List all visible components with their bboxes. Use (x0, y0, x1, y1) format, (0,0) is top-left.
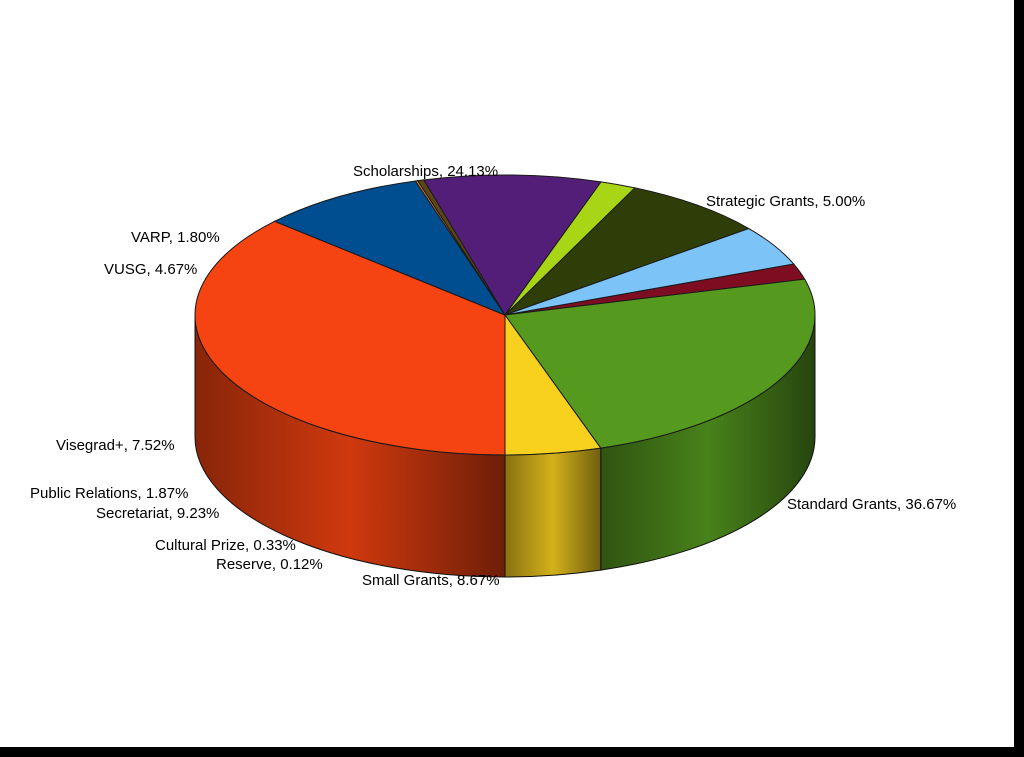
slice-label-varp: VARP, 1.80% (131, 229, 220, 246)
slice-label-strategic-grants: Strategic Grants, 5.00% (706, 193, 865, 210)
slice-label-visegrad-: Visegrad+, 7.52% (56, 437, 175, 454)
bottom-frame-edge (0, 747, 1024, 757)
slice-label-public-relations: Public Relations, 1.87% (30, 485, 188, 502)
slice-secretariat (423, 174, 602, 316)
slice-strategic-grants (504, 313, 602, 456)
slice-label-reserve: Reserve, 0.12% (216, 556, 323, 573)
slice-label-vusg: VUSG, 4.67% (104, 261, 197, 278)
slice-scholarships (504, 278, 816, 449)
slice-small-grants (273, 180, 507, 317)
slice-visegrad- (504, 187, 750, 316)
slice-label-scholarships: Scholarships, 24.13% (353, 163, 498, 180)
pie-sides (194, 314, 816, 578)
slice-label-small-grants: Small Grants, 8.67% (362, 572, 500, 589)
right-frame-edge (1014, 0, 1024, 757)
slice-label-cultural-prize: Cultural Prize, 0.33% (155, 537, 296, 554)
slice-side-strategic-grants (504, 447, 602, 578)
slice-labels: Standard Grants, 36.67% Small Grants, 8.6… (30, 163, 956, 589)
slice-label-standard-grants: Standard Grants, 36.67% (787, 496, 956, 513)
pie-tops (194, 174, 816, 456)
slice-label-secretariat: Secretariat, 9.23% (96, 505, 219, 522)
slice-standard-grants (194, 220, 506, 456)
